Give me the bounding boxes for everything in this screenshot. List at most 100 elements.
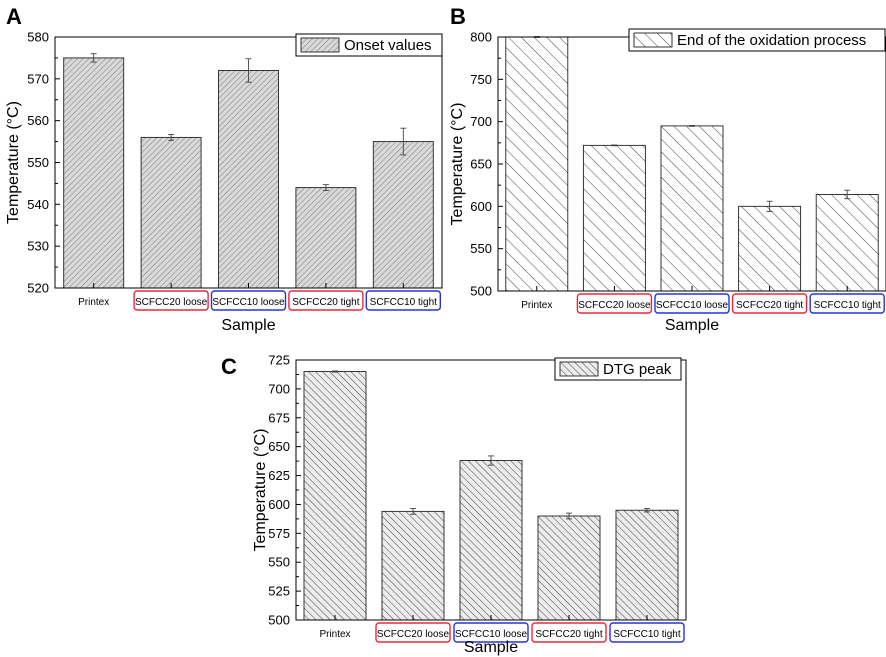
bar (372, 141, 434, 289)
error-bar (766, 200, 773, 212)
x-tick-label: Printex (78, 297, 109, 308)
error-bar (322, 184, 329, 191)
y-axis-label: Temperature (°C) (449, 103, 466, 226)
x-tick-label: Printex (521, 300, 552, 311)
y-tick-label: 500 (470, 284, 492, 299)
y-tick-label: 675 (268, 410, 290, 425)
error-bar (332, 370, 338, 373)
y-tick-label: 625 (268, 468, 290, 483)
error-bar (566, 512, 572, 520)
x-tick-label: SCFCC10 loose (656, 300, 729, 311)
y-tick-label: 530 (27, 239, 49, 254)
y-tick-label: 700 (268, 381, 290, 396)
chart-panel-c: C 500 525 550 575 600 625 650 675 700 725 Printex SC… (221, 353, 687, 656)
chart-panel-b: B 500 550 600 650 700 750 800 Printex SCFCC20 loo… (449, 4, 886, 334)
panel-label: C (221, 354, 237, 379)
legend-label: DTG peak (603, 361, 672, 378)
legend: DTG peak (554, 357, 682, 381)
category-box-red (531, 622, 607, 643)
category-box-blue (809, 293, 885, 314)
y-tick-label: 540 (27, 197, 49, 212)
x-tick-label: SCFCC20 tight (535, 629, 602, 640)
y-tick-label: 550 (268, 555, 290, 570)
bar (505, 36, 569, 292)
y-tick-label: 550 (27, 155, 49, 170)
bar (738, 205, 802, 292)
error-bar (245, 58, 252, 83)
bar (140, 136, 202, 289)
panel-label: B (450, 4, 466, 29)
y-tick-label: 560 (27, 113, 49, 128)
category-box-blue (654, 293, 730, 314)
y-tick-label: 575 (268, 526, 290, 541)
x-axis-label: Sample (665, 317, 719, 334)
y-tick-label: 520 (27, 281, 49, 296)
legend-swatch (633, 32, 673, 48)
error-bar (611, 144, 618, 147)
x-tick-label: SCFCC20 tight (736, 300, 803, 311)
x-tick-label: SCFCC10 loose (455, 629, 528, 640)
y-tick-label: 570 (27, 71, 49, 86)
category-box-blue (453, 622, 529, 643)
chart-panel-a: A 520 530 540 550 560 570 580 Printex SCFCC20 loo… (5, 4, 443, 334)
legend-swatch (559, 361, 599, 377)
error-bar (644, 508, 650, 513)
bar (295, 187, 357, 289)
legend-box (628, 28, 886, 52)
error-bar (410, 508, 416, 515)
y-tick-label: 600 (470, 199, 492, 214)
y-tick-label: 750 (470, 72, 492, 87)
x-axis-label: Sample (464, 639, 518, 656)
y-tick-label: 500 (268, 613, 290, 628)
bar (815, 194, 879, 292)
legend-swatch (300, 37, 340, 53)
error-bar (689, 125, 695, 127)
category-box-red (288, 290, 364, 311)
y-tick-label: 600 (268, 497, 290, 512)
category-box-blue (210, 290, 287, 311)
x-tick-label: SCFCC20 loose (135, 297, 208, 308)
x-tick-label: SCFCC20 loose (578, 300, 651, 311)
y-tick-label: 800 (470, 30, 492, 45)
x-tick-label: SCFCC20 loose (377, 629, 450, 640)
error-bar (844, 189, 851, 200)
legend: Onset values (295, 33, 443, 57)
x-tick-label: SCFCC10 tight (370, 297, 437, 308)
legend: End of the oxidation process (628, 28, 886, 52)
category-box-red (576, 293, 653, 314)
y-axis-label: Temperature (°C) (5, 101, 22, 224)
bar (537, 515, 601, 621)
y-tick-label: 550 (470, 241, 492, 256)
y-tick-label: 650 (470, 157, 492, 172)
error-bar (90, 53, 97, 63)
bar (63, 57, 125, 289)
error-bar (488, 455, 494, 466)
legend-label: End of the oxidation process (677, 32, 866, 49)
bar (303, 371, 367, 621)
panel-label: A (6, 4, 22, 29)
bar (582, 144, 646, 292)
x-tick-label: Printex (319, 629, 350, 640)
category-box-red (731, 293, 808, 314)
error-bar (168, 134, 175, 141)
x-tick-label: SCFCC20 tight (292, 297, 359, 308)
category-box-red (133, 290, 209, 311)
y-tick-label: 700 (470, 114, 492, 129)
y-axis-label: Temperature (°C) (252, 429, 269, 552)
category-box-blue (365, 290, 441, 311)
bar (381, 510, 445, 621)
bar (459, 460, 523, 621)
bar (615, 509, 679, 621)
x-axis-label: Sample (221, 317, 275, 334)
legend-label: Onset values (344, 37, 432, 54)
x-tick-label: SCFCC10 tight (613, 629, 680, 640)
x-tick-label: SCFCC10 tight (814, 300, 881, 311)
bar (218, 70, 279, 289)
y-tick-label: 580 (27, 30, 49, 45)
error-bar (400, 127, 407, 156)
y-tick-label: 525 (268, 584, 290, 599)
bar (660, 125, 724, 292)
y-tick-label: 725 (268, 353, 290, 368)
y-tick-label: 650 (268, 439, 290, 454)
